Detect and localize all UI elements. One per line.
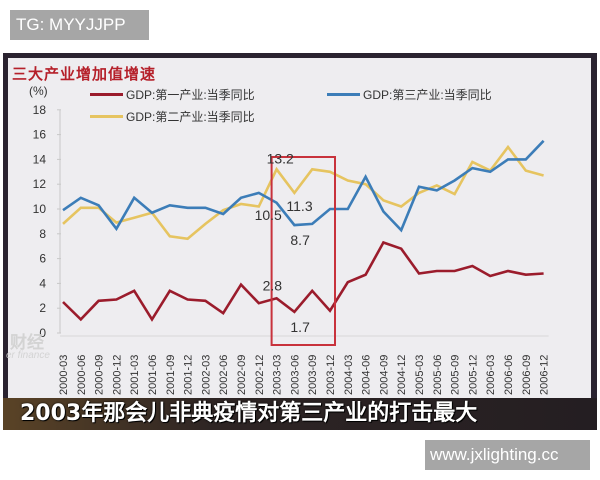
x-tick-label: 2001-06	[147, 355, 159, 395]
site-badge: www.jxlighting.cc	[425, 440, 590, 470]
y-tick-label: 14	[33, 152, 47, 166]
legend-label: GDP:第一产业:当季同比	[126, 88, 255, 102]
axes: 0 2 4 6 8 10 12 14 16 18 2000-03 2000-06 2000-09 2000…	[33, 103, 551, 395]
y-tick-label: 4	[39, 276, 46, 290]
y-tick-label: 12	[33, 177, 47, 191]
x-tick-label: 2005-06	[432, 355, 444, 395]
video-subtitle: 2003年那会儿非典疫情对第三产业的打击最大	[20, 401, 478, 426]
x-tick-label: 2000-06	[76, 355, 88, 395]
x-tick-label: 2001-12	[183, 355, 195, 395]
y-tick-label: 0	[39, 326, 46, 340]
data-label: 1.7	[290, 319, 310, 335]
annotations: 13.2 11.310.5 8.7 2.8 1.7	[255, 150, 313, 335]
y-axis-unit: (%)	[29, 84, 48, 98]
chart-title: 三大产业增加值增速	[12, 65, 157, 83]
x-tick-label: 2000-09	[94, 355, 106, 395]
x-tick-label: 2006-06	[503, 355, 515, 395]
y-tick-label: 6	[39, 252, 46, 266]
legend-item-tertiary: GDP:第三产业:当季同比	[327, 86, 492, 103]
y-tick-label: 18	[33, 103, 47, 117]
legend-item-secondary: GDP:第二产业:当季同比	[90, 108, 255, 125]
x-tick-label: 2003-03	[272, 355, 284, 395]
series-line	[62, 144, 544, 241]
x-tick-label: 2006-09	[521, 355, 533, 395]
x-tick-label: 2002-06	[218, 355, 230, 395]
y-tick-label: 8	[39, 227, 46, 241]
y-tick-label: 10	[33, 202, 47, 216]
highlight-box	[270, 156, 337, 346]
x-tick-label: 2001-03	[129, 355, 141, 395]
y-tick-label: 16	[33, 128, 47, 142]
data-label: 11.3	[286, 198, 312, 214]
x-tick-label: 2005-03	[414, 355, 426, 395]
x-tick-label: 2004-12	[396, 355, 408, 395]
data-label: 2.8	[263, 277, 283, 293]
subtitle-bar	[3, 398, 597, 430]
x-tick-label: 2004-03	[343, 355, 355, 395]
x-tick-label: 2001-09	[165, 355, 177, 395]
watermark-logo: 财经	[10, 333, 44, 353]
x-tick-label: 2004-06	[361, 355, 373, 395]
x-tick-label: 2003-09	[307, 355, 319, 395]
x-tick-label: 2006-03	[485, 355, 497, 395]
tg-badge: TG: MYYJJPP	[10, 10, 149, 40]
legend-swatch-blue	[327, 93, 360, 96]
legend-item-primary: GDP:第一产业:当季同比	[90, 86, 255, 103]
series-lines	[62, 139, 545, 346]
x-tick-label: 2000-03	[58, 355, 70, 395]
x-tick-label: 2003-12	[325, 355, 337, 395]
x-tick-label: 2006-12	[539, 355, 551, 395]
data-label: 10.5	[255, 207, 282, 223]
data-label: 8.7	[290, 232, 310, 248]
x-tick-label: 2005-09	[450, 355, 462, 395]
chart-panel	[8, 58, 591, 398]
x-tick-label: 2002-12	[254, 355, 266, 395]
y-tick-label: 2	[39, 301, 46, 315]
legend-label: GDP:第二产业:当季同比	[126, 110, 255, 124]
watermark-logo-sub: er finance	[6, 350, 50, 361]
x-tick-label: 2005-12	[467, 355, 479, 395]
legend-swatch-red	[90, 93, 123, 96]
legend-label: GDP:第三产业:当季同比	[363, 88, 492, 102]
series-line	[62, 139, 545, 233]
x-tick-label: 2000-12	[111, 355, 123, 395]
x-tick-label: 2002-09	[236, 355, 248, 395]
data-label: 13.2	[267, 150, 294, 166]
x-tick-label: 2004-09	[378, 355, 390, 395]
legend-swatch-yellow	[90, 115, 123, 118]
series-line	[62, 240, 544, 322]
x-tick-label: 2002-03	[200, 355, 212, 395]
x-tick-label: 2003-06	[289, 355, 301, 395]
